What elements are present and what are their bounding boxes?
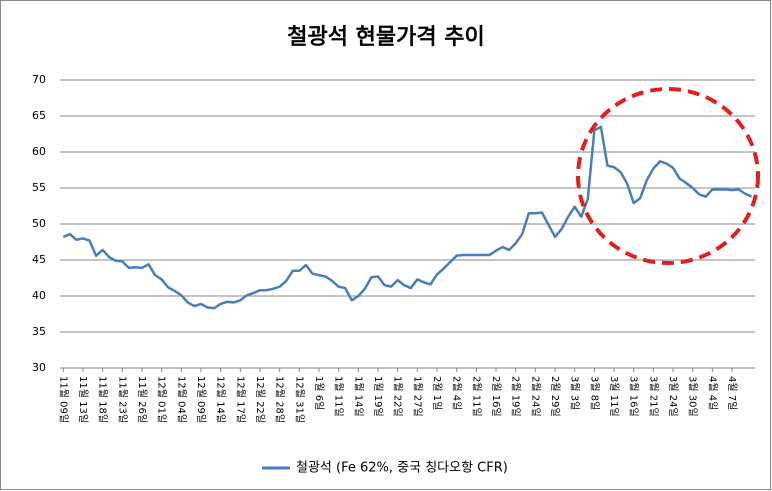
y-tick-label: 30: [32, 361, 46, 374]
x-tick-label: 1월 19일: [372, 376, 384, 417]
x-tick-label: 1월 11일: [333, 376, 345, 417]
y-tick-label: 35: [32, 325, 46, 338]
y-tick-label: 40: [32, 289, 46, 302]
x-tick-label: 3월 30일: [687, 376, 699, 417]
highlight-ellipse: [576, 87, 760, 265]
x-tick-label: 2월 29일: [549, 376, 561, 417]
x-tick-label: 2월 24일: [529, 376, 541, 417]
x-tick-label: 11월 18일: [97, 376, 109, 423]
x-tick-label: 12월 14일: [215, 376, 227, 423]
y-tick-label: 55: [32, 181, 46, 194]
x-tick-label: 3월 8일: [588, 376, 600, 410]
x-tick-label: 1월 22일: [392, 376, 404, 417]
x-tick-label: 12월 01일: [156, 376, 168, 423]
x-tick-label: 3월 11일: [608, 376, 620, 417]
y-tick-label: 60: [32, 145, 46, 158]
x-tick-label: 12월 04일: [175, 376, 187, 423]
y-tick-label: 65: [32, 109, 46, 122]
chart-title: 철광석 현물가격 추이: [287, 25, 484, 50]
x-tick-label: 3월 24일: [667, 376, 679, 417]
x-tick-label: 2월 19일: [510, 376, 522, 417]
x-tick-label: 12월 09일: [195, 376, 207, 423]
x-tick-label: 2월 4일: [451, 376, 463, 410]
x-tick-label: 11월 09일: [57, 376, 69, 423]
y-tick-label: 70: [32, 73, 46, 86]
x-tick-label: 4월 7일: [726, 376, 738, 410]
x-tick-label: 11월 26일: [136, 376, 148, 423]
legend-label: 철광석 (Fe 62%, 중국 칭다오항 CFR): [296, 461, 508, 476]
x-tick-label: 2월 16일: [490, 376, 502, 417]
x-tick-label: 3월 21일: [647, 376, 659, 417]
x-tick-label: 1월 27일: [411, 376, 423, 417]
x-tick-label: 1월 6일: [313, 376, 325, 410]
x-tick-label: 11월 13일: [77, 376, 89, 423]
x-tick-label: 4월 4일: [706, 376, 718, 410]
x-tick-label: 12월 22일: [254, 376, 266, 423]
x-tick-label: 11월 23일: [116, 376, 128, 423]
x-tick-label: 1월 14일: [352, 376, 364, 417]
x-tick-label: 2월 11일: [470, 376, 482, 417]
series-line: [62, 125, 753, 310]
x-tick-label: 12월 28일: [274, 376, 286, 423]
x-tick-label: 3월 16일: [628, 376, 640, 417]
x-tick-label: 2월 1일: [431, 376, 443, 410]
x-tick-label: 3월 3일: [569, 376, 581, 410]
y-tick-label: 50: [32, 217, 46, 230]
x-tick-label: 12월 17일: [234, 376, 246, 423]
x-tick-label: 12월 31일: [293, 376, 305, 423]
y-tick-label: 45: [32, 253, 46, 266]
